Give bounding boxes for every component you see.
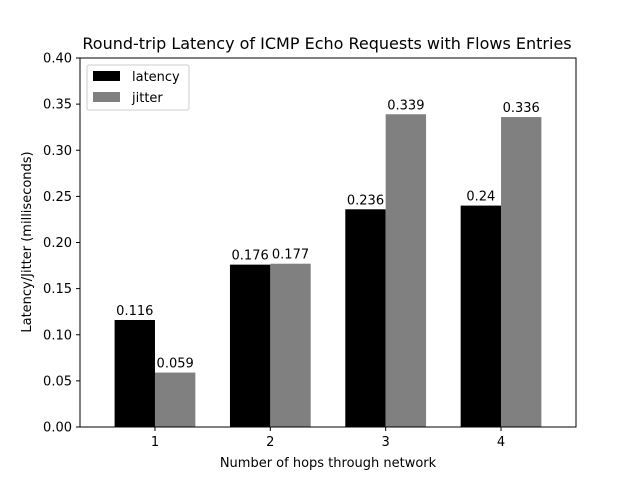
x-tick-label: 3 xyxy=(382,435,390,450)
data-label-latency: 0.24 xyxy=(466,190,495,205)
y-tick-label: 0.30 xyxy=(43,144,72,159)
data-label-jitter: 0.177 xyxy=(272,248,309,263)
bar-latency xyxy=(345,209,386,427)
y-tick-label: 0.35 xyxy=(43,98,72,113)
data-label-latency: 0.236 xyxy=(347,193,384,208)
plot-frame xyxy=(79,57,577,428)
data-label-latency: 0.176 xyxy=(232,249,269,264)
bar-jitter xyxy=(154,372,196,427)
y-tick-label: 0.10 xyxy=(43,328,72,343)
x-tick-label: 2 xyxy=(266,435,274,450)
legend-entry-latency: latency xyxy=(93,70,180,85)
data-label-jitter: 0.059 xyxy=(157,357,194,372)
data-label-jitter: 0.336 xyxy=(503,101,540,116)
bar-jitter xyxy=(385,114,427,428)
bar-latency xyxy=(229,264,271,427)
y-axis: 0.00 0.05 0.10 0.15 0.20 0.25 0.30 0.35 0.40 xyxy=(43,52,80,436)
bar-latency xyxy=(114,319,155,427)
x-tick-label: 1 xyxy=(151,435,159,450)
data-label-latency: 0.116 xyxy=(116,304,153,319)
x-axis-label: Number of hops through network xyxy=(220,456,437,471)
y-tick-label: 0.00 xyxy=(43,421,72,436)
legend-swatch-jitter xyxy=(93,92,120,102)
y-axis-label: Latency/Jitter (milliseconds) xyxy=(20,151,35,332)
x-tick-label: 4 xyxy=(497,435,505,450)
y-tick-label: 0.40 xyxy=(43,52,72,67)
data-label-group: 0.116 0.059 0.176 0.177 0.236 0.339 0.24 0.336 xyxy=(116,98,540,371)
legend-entry-jitter: jitter xyxy=(93,91,163,106)
legend: latency jitter xyxy=(86,64,190,111)
bar-latency xyxy=(460,205,502,427)
legend-label-latency: latency xyxy=(132,70,180,85)
legend-swatch-latency xyxy=(93,71,120,81)
chart-title: Round-trip Latency of ICMP Echo Requests… xyxy=(82,34,571,53)
bar-jitter xyxy=(270,263,311,427)
legend-label-jitter: jitter xyxy=(131,91,163,106)
x-axis: 1 2 3 4 xyxy=(151,427,505,450)
bar-jitter xyxy=(501,117,542,427)
y-tick-label: 0.05 xyxy=(43,374,72,389)
bar-series-group xyxy=(114,114,542,428)
data-label-jitter: 0.339 xyxy=(387,98,424,113)
y-tick-label: 0.15 xyxy=(43,282,72,297)
y-tick-label: 0.20 xyxy=(43,236,72,251)
y-tick-label: 0.25 xyxy=(43,190,72,205)
